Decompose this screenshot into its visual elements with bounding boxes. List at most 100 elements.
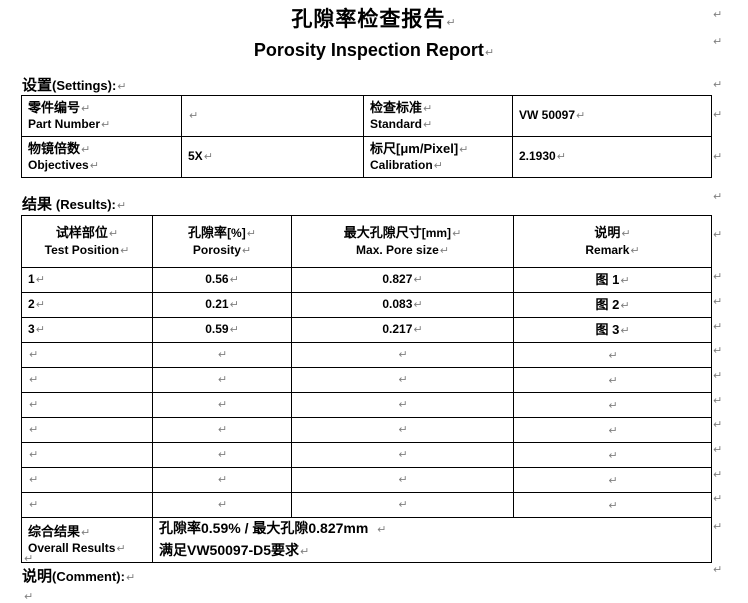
pilcrow-mark: ↵ bbox=[101, 118, 111, 131]
results-heading: 结果 (Results):↵ bbox=[22, 196, 126, 214]
pilcrow-mark: ↵ bbox=[81, 102, 91, 115]
pilcrow-mark: ↵ bbox=[608, 424, 618, 437]
cell-max-pore-size[interactable]: ↵ bbox=[291, 467, 514, 493]
standard-value: VW 50097 bbox=[519, 108, 576, 122]
cell-test-position[interactable]: ↵ bbox=[21, 492, 153, 518]
cell-max-pore-size[interactable]: ↵ bbox=[291, 367, 514, 393]
cell-porosity[interactable]: 0.21↵ bbox=[152, 292, 292, 318]
cell-remark[interactable]: ↵ bbox=[513, 467, 712, 493]
cell-part-number-value[interactable]: ↵ bbox=[181, 95, 364, 137]
cell-calibration-value[interactable]: 2.1930↵ bbox=[512, 136, 712, 178]
cell-max-pore-size[interactable]: ↵ bbox=[291, 417, 514, 443]
cell-porosity[interactable]: ↵ bbox=[152, 367, 292, 393]
pilcrow-mark: ↵ bbox=[484, 47, 495, 59]
cell-max-pore-size[interactable]: 0.083↵ bbox=[291, 292, 514, 318]
cell-porosity[interactable]: ↵ bbox=[152, 492, 292, 518]
pilcrow-mark: ↵ bbox=[81, 143, 91, 156]
pilcrow-mark: ↵ bbox=[24, 591, 34, 603]
pilcrow-mark: ↵ bbox=[377, 524, 387, 536]
table-row: ↵ ↵ ↵ ↵ bbox=[21, 442, 712, 468]
cell-standard-value[interactable]: VW 50097↵ bbox=[512, 95, 712, 137]
pilcrow-mark: ↵ bbox=[713, 9, 723, 21]
report-title-en: Porosity Inspection Report↵ bbox=[253, 40, 495, 60]
pilcrow-mark: ↵ bbox=[203, 151, 213, 163]
cell-max-pore-size[interactable]: ↵ bbox=[291, 392, 514, 418]
cell-test-position[interactable]: 2↵ bbox=[21, 292, 153, 318]
table-row: 3↵ 0.59↵ 0.217↵ 图 3↵ bbox=[21, 317, 712, 343]
cell-max-pore-size[interactable]: 0.217↵ bbox=[291, 317, 514, 343]
cell-porosity[interactable]: 0.59↵ bbox=[152, 317, 292, 343]
cell-remark[interactable]: ↵ bbox=[513, 367, 712, 393]
cell-test-position[interactable]: ↵ bbox=[21, 467, 153, 493]
cell-standard-label: 检查标准↵ Standard↵ bbox=[363, 95, 513, 137]
settings-heading-cn: 设置 bbox=[22, 77, 53, 94]
objectives-value: 5X bbox=[188, 149, 203, 163]
pilcrow-mark: ↵ bbox=[446, 17, 457, 29]
pilcrow-mark: ↵ bbox=[556, 151, 566, 163]
overall-label-en: Overall Results↵ bbox=[28, 540, 126, 555]
table-row: 2↵ 0.21↵ 0.083↵ 图 2↵ bbox=[21, 292, 712, 318]
cell-max-pore-size[interactable]: ↵ bbox=[291, 492, 514, 518]
cell-test-position[interactable]: ↵ bbox=[21, 442, 153, 468]
cell-test-position[interactable]: ↵ bbox=[21, 392, 153, 418]
cell-remark[interactable]: ↵ bbox=[513, 417, 712, 443]
pilcrow-mark: ↵ bbox=[576, 110, 586, 122]
pilcrow-mark: ↵ bbox=[398, 424, 408, 436]
cell-test-position[interactable]: ↵ bbox=[21, 367, 153, 393]
cell-overall-value[interactable]: 孔隙率0.59% / 最大孔隙0.827mm ↵ 满足VW50097-D5要求↵ bbox=[152, 517, 712, 563]
pilcrow-mark: ↵ bbox=[398, 399, 408, 411]
pilcrow-mark: ↵ bbox=[116, 200, 127, 212]
cell-test-position[interactable]: 1↵ bbox=[21, 267, 153, 293]
overall-label-cn: 综合结果↵ bbox=[28, 523, 91, 539]
pilcrow-mark: ↵ bbox=[713, 296, 723, 308]
pilcrow-mark: ↵ bbox=[29, 499, 39, 511]
results-table: 试样部位↵ Test Position↵ 孔隙率[%]↵ Porosity↵ 最… bbox=[21, 215, 712, 563]
cell-remark[interactable]: ↵ bbox=[513, 492, 712, 518]
cell-remark[interactable]: 图 1↵ bbox=[513, 267, 712, 293]
pilcrow-mark: ↵ bbox=[713, 321, 723, 333]
cell-calibration-label: 标尺[μm/Pixel]↵ Calibration↵ bbox=[363, 136, 513, 178]
cell-remark[interactable]: 图 3↵ bbox=[513, 317, 712, 343]
cell-test-position[interactable]: 3↵ bbox=[21, 317, 153, 343]
pilcrow-mark: ↵ bbox=[608, 349, 618, 362]
pilcrow-mark: ↵ bbox=[608, 374, 618, 387]
pilcrow-mark: ↵ bbox=[459, 143, 469, 156]
cell-remark[interactable]: ↵ bbox=[513, 342, 712, 368]
pilcrow-mark: ↵ bbox=[35, 324, 45, 336]
pilcrow-mark: ↵ bbox=[29, 349, 39, 361]
cell-porosity[interactable]: ↵ bbox=[152, 392, 292, 418]
pilcrow-mark: ↵ bbox=[300, 546, 310, 558]
pilcrow-mark: ↵ bbox=[29, 449, 39, 461]
cell-max-pore-size[interactable]: 0.827↵ bbox=[291, 267, 514, 293]
cell-porosity[interactable]: ↵ bbox=[152, 417, 292, 443]
cell-remark[interactable]: ↵ bbox=[513, 392, 712, 418]
cell-test-position[interactable]: ↵ bbox=[21, 342, 153, 368]
cell-porosity[interactable]: ↵ bbox=[152, 342, 292, 368]
pilcrow-mark: ↵ bbox=[713, 419, 723, 431]
cell-porosity[interactable]: ↵ bbox=[152, 442, 292, 468]
cell-remark[interactable]: 图 2↵ bbox=[513, 292, 712, 318]
pilcrow-mark: ↵ bbox=[217, 349, 228, 361]
pilcrow-mark: ↵ bbox=[398, 349, 408, 361]
part-number-label-en: Part Number↵ bbox=[28, 116, 111, 131]
pilcrow-mark: ↵ bbox=[713, 79, 723, 91]
pilcrow-mark: ↵ bbox=[620, 274, 630, 287]
cell-objectives-value[interactable]: 5X↵ bbox=[181, 136, 364, 178]
overall-line-2: 满足VW50097-D5要求↵ bbox=[159, 542, 310, 558]
cell-test-position[interactable]: ↵ bbox=[21, 417, 153, 443]
pilcrow-mark: ↵ bbox=[713, 395, 723, 407]
pilcrow-mark: ↵ bbox=[81, 526, 91, 539]
cell-porosity[interactable]: 0.56↵ bbox=[152, 267, 292, 293]
cell-remark[interactable]: ↵ bbox=[513, 442, 712, 468]
cell-max-pore-size[interactable]: ↵ bbox=[291, 442, 514, 468]
cell-overall-label: 综合结果↵ Overall Results↵ bbox=[21, 517, 153, 563]
cell-porosity[interactable]: ↵ bbox=[152, 467, 292, 493]
pilcrow-mark: ↵ bbox=[398, 474, 408, 486]
pilcrow-mark: ↵ bbox=[713, 370, 723, 382]
pilcrow-mark: ↵ bbox=[713, 345, 723, 357]
pilcrow-mark: ↵ bbox=[217, 424, 228, 436]
pilcrow-mark: ↵ bbox=[713, 521, 723, 533]
cell-max-pore-size[interactable]: ↵ bbox=[291, 342, 514, 368]
pilcrow-mark: ↵ bbox=[713, 493, 723, 505]
pilcrow-mark: ↵ bbox=[120, 245, 130, 257]
